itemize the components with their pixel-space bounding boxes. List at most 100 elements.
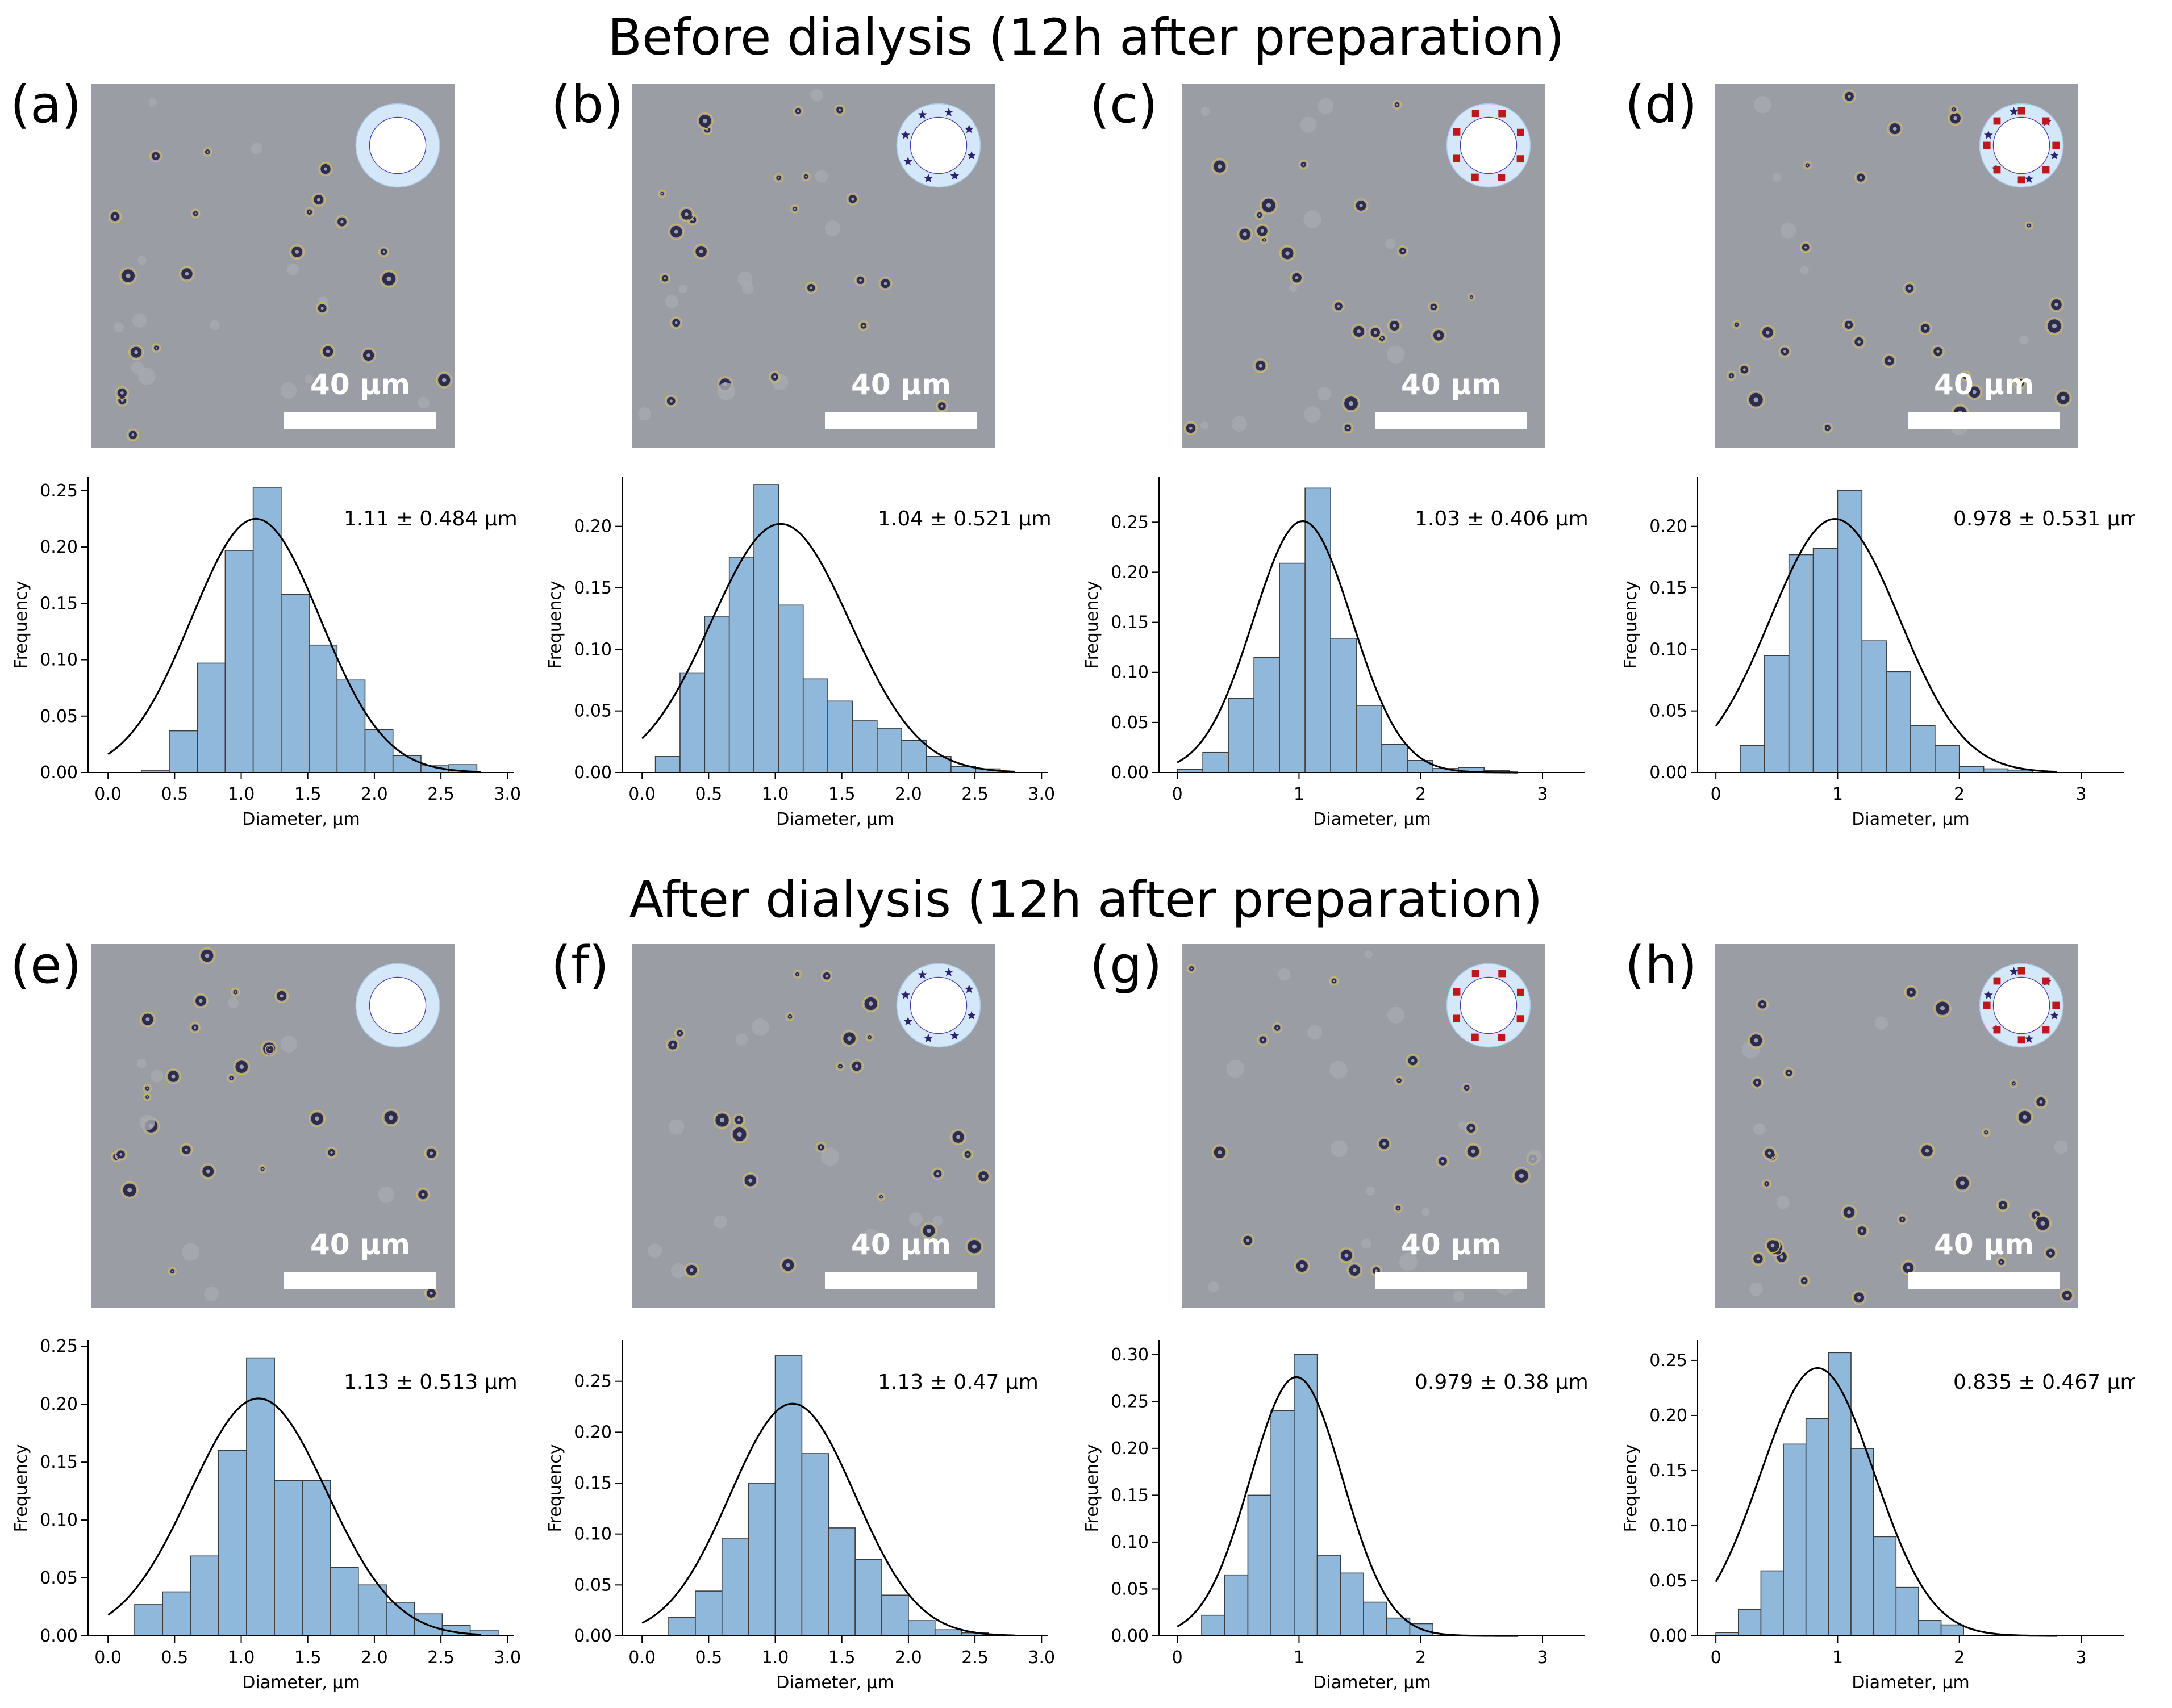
droplet — [962, 1149, 973, 1160]
histogram-bar — [854, 1559, 882, 1636]
droplet — [1527, 1149, 1542, 1164]
droplet — [1841, 1204, 1857, 1220]
droplet — [1279, 245, 1296, 262]
droplet — [2060, 1288, 2074, 1303]
y-axis-label: Frequency — [1082, 581, 1102, 669]
droplet — [849, 1059, 864, 1074]
droplet — [304, 374, 314, 383]
section-title-before: Before dialysis (12h after preparation) — [607, 8, 1565, 66]
droplet — [132, 313, 147, 328]
square-icon — [1516, 988, 1524, 996]
droplet — [1253, 358, 1268, 373]
droplet — [1317, 98, 1334, 115]
droplet — [115, 386, 129, 400]
histogram-bar — [246, 1357, 275, 1636]
droplet — [1208, 1281, 1219, 1293]
histogram-bar — [753, 484, 779, 773]
droplet — [2034, 1095, 2048, 1109]
scale-bar-label: 40 µm — [1934, 1228, 2034, 1261]
histogram-bar — [1812, 548, 1839, 773]
droplet — [128, 344, 144, 360]
gaussian-fit-curve — [641, 523, 1015, 773]
droplet — [713, 1111, 731, 1129]
droplet — [2044, 1246, 2057, 1260]
star-icon — [944, 967, 953, 976]
histogram-h: 0 1 2 3 0.00 0.05 0.10 0.15 0.20 0.25 Diameter, µm… — [1612, 1329, 2135, 1698]
droplet — [380, 270, 398, 288]
histogram-bar — [218, 1450, 247, 1636]
droplet — [1393, 1203, 1403, 1213]
y-tick-label: 0.10 — [40, 650, 78, 670]
droplet — [820, 1147, 839, 1166]
histogram-bar — [1304, 487, 1331, 773]
x-tick-label: 2 — [1415, 784, 1426, 804]
x-axis-label: Diameter, µm — [1852, 809, 1969, 829]
droplet — [1387, 1007, 1404, 1024]
histogram-d: 0 1 2 3 0.00 0.05 0.10 0.15 0.20 Diameter, µm Freq… — [1612, 466, 2135, 835]
vesicle-schematic-icon — [896, 103, 981, 188]
droplet — [815, 1142, 827, 1153]
histogram-bar — [224, 550, 254, 773]
droplet — [742, 1172, 758, 1189]
y-axis-label: Frequency — [1621, 1444, 1641, 1532]
droplet — [841, 1030, 858, 1047]
y-tick-label: 0.20 — [40, 537, 78, 557]
droplet — [1772, 173, 1781, 182]
star-icon — [964, 124, 974, 133]
y-tick-label: 0.25 — [40, 1337, 78, 1356]
x-tick-label: 1.0 — [762, 784, 789, 804]
x-tick-label: 2 — [1954, 784, 1965, 804]
droplet — [1257, 1034, 1269, 1046]
y-tick-label: 0.25 — [40, 481, 78, 501]
star-icon — [967, 1010, 976, 1020]
y-tick-label: 0.00 — [1111, 763, 1149, 783]
x-tick-label: 1.0 — [228, 784, 255, 804]
scale-bar — [1375, 1272, 1527, 1289]
droplet — [1842, 89, 1856, 103]
droplet — [669, 1119, 685, 1135]
droplet — [193, 993, 209, 1009]
y-tick-label: 0.25 — [1649, 1351, 1687, 1371]
x-axis-label: Diameter, µm — [1313, 1673, 1431, 1693]
x-tick-label: 3 — [2075, 784, 2086, 804]
y-tick-label: 0.15 — [40, 594, 78, 613]
mean-sd-annotation: 1.13 ± 0.513 µm — [344, 1371, 518, 1394]
droplet — [877, 1192, 886, 1201]
droplet — [416, 1187, 430, 1202]
micrograph-f: 40 µm — [632, 944, 995, 1308]
droplet — [1852, 1290, 1867, 1305]
star-icon — [903, 157, 913, 166]
histogram-bar — [1316, 1555, 1341, 1636]
droplet — [280, 1035, 298, 1053]
droplet — [1919, 1143, 1935, 1159]
square-icon — [1993, 166, 2001, 174]
droplet — [1332, 300, 1345, 313]
droplet — [258, 1164, 267, 1174]
droplet — [436, 371, 453, 389]
square-icon — [1983, 1001, 1991, 1009]
y-tick-label: 0.10 — [574, 1525, 612, 1544]
droplet — [424, 1286, 438, 1300]
droplet — [138, 368, 156, 385]
gaussian-fit-curve — [107, 517, 481, 773]
droplet — [1933, 999, 1952, 1017]
droplet — [1386, 345, 1405, 364]
droplet — [1377, 1136, 1392, 1151]
droplet — [1260, 235, 1269, 244]
histogram-bar — [309, 644, 338, 773]
y-tick-label: 0.15 — [1111, 1485, 1149, 1505]
droplet — [1953, 1174, 1971, 1192]
x-tick-label: 0.0 — [628, 1648, 656, 1668]
gaussian-fit-curve — [641, 1402, 1015, 1636]
droplet — [335, 215, 349, 229]
square-icon — [1498, 1033, 1506, 1041]
droplet — [730, 1125, 749, 1143]
droplet — [878, 277, 893, 291]
y-axis-label: Frequency — [1621, 581, 1641, 669]
droplet — [1307, 1025, 1323, 1040]
histogram-bar — [1224, 1574, 1249, 1636]
histogram-bar — [908, 1620, 936, 1636]
droplet — [1776, 1196, 1790, 1209]
histogram-bar — [934, 1629, 962, 1636]
scale-bar — [1908, 1272, 2060, 1289]
